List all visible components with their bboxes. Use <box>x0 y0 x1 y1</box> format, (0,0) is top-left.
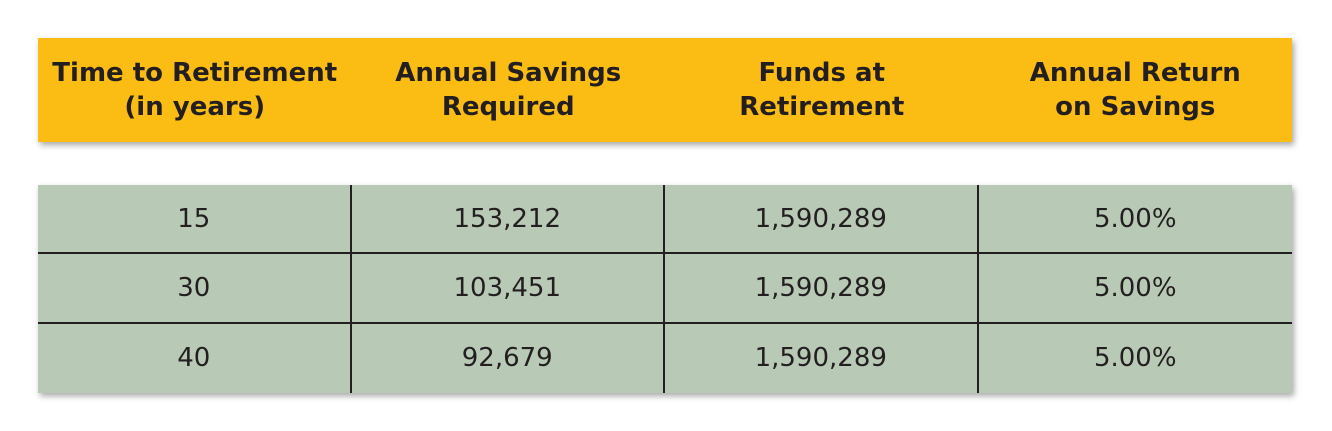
cell-time-to-retirement: 30 <box>38 254 352 322</box>
table-row: 40 92,679 1,590,289 5.00% <box>38 323 1292 393</box>
header-funds-at-retirement: Funds at Retirement <box>739 58 905 122</box>
cell-time-to-retirement: 15 <box>38 185 352 253</box>
table-body: 15 153,212 1,590,289 5.00% 30 103,451 1,… <box>38 185 1292 393</box>
cell-annual-return: 5.00% <box>1093 343 1177 374</box>
cell-annual-savings-required: 103,451 <box>352 254 665 322</box>
table-row: 30 103,451 1,590,289 5.00% <box>38 254 1292 324</box>
header-time-to-retirement: Time to Retirement (in years) <box>52 58 338 122</box>
cell-funds-at-retirement: 1,590,289 <box>665 254 979 322</box>
table-row: 15 153,212 1,590,289 5.00% <box>38 185 1292 255</box>
cell-funds-at-retirement: 1,590,289 <box>665 323 979 393</box>
cell-annual-savings-required: 153,212 <box>352 185 665 253</box>
table-header: Time to Retirement (in years) Annual Sav… <box>38 38 1292 142</box>
cell-annual-savings-required: 92,679 <box>352 323 665 393</box>
cell-annual-return: 5.00% <box>1093 272 1177 303</box>
cell-time-to-retirement: 40 <box>38 323 352 393</box>
header-annual-return-on-savings: Annual Return on Savings <box>1029 58 1241 122</box>
cell-annual-return: 5.00% <box>1093 203 1177 234</box>
header-annual-savings-required: Annual Savings Required <box>395 58 622 122</box>
cell-funds-at-retirement: 1,590,289 <box>665 185 979 253</box>
